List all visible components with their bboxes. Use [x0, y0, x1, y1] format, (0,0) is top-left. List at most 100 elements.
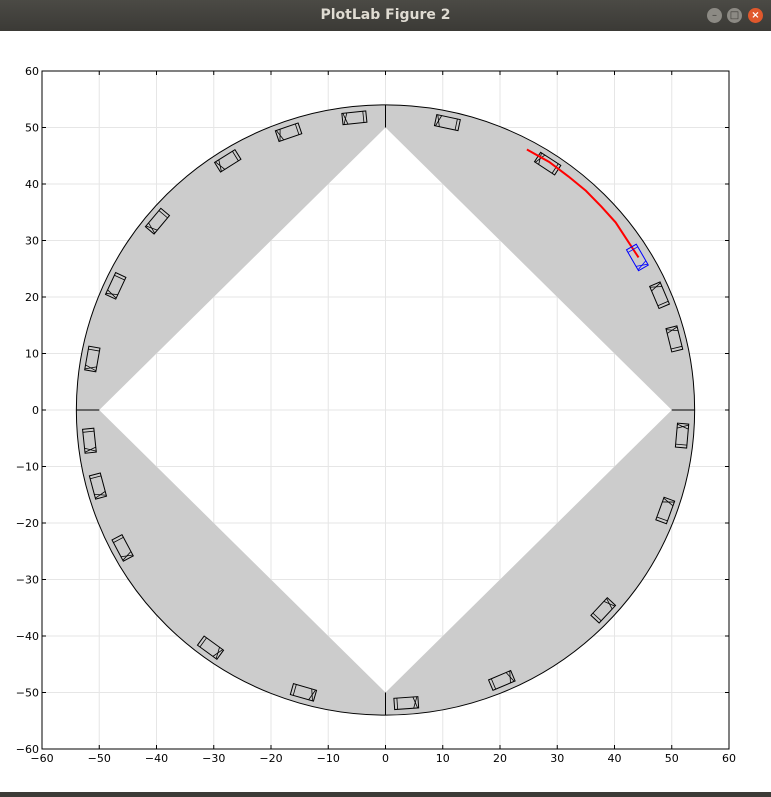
x-tick-label: 40 — [608, 752, 622, 765]
vehicle-mark — [413, 696, 418, 709]
vehicle-mark — [490, 678, 497, 690]
y-tick-label: −60 — [16, 743, 39, 756]
vehicle-mark — [666, 329, 679, 332]
x-tick-label: 0 — [382, 752, 389, 765]
vehicle — [213, 148, 242, 173]
x-tick-label: −60 — [30, 752, 53, 765]
vehicle-body — [213, 148, 242, 173]
vehicle-body — [533, 151, 562, 176]
ego-vehicle-body — [625, 243, 649, 272]
vehicle-mark — [148, 222, 156, 234]
vehicle-body — [393, 696, 420, 711]
vehicle — [590, 597, 617, 624]
y-tick-label: 30 — [25, 235, 39, 248]
vehicle — [487, 669, 516, 691]
vehicle-mark — [551, 163, 559, 174]
y-tick-label: −40 — [16, 630, 39, 643]
vehicle-body — [82, 427, 97, 454]
vehicle-mark — [343, 112, 348, 125]
figure-canvas: −60 −50 −40 −30 −20 −10 0 10 20 30 40 50 60 −60 −50 −40… — [0, 31, 771, 792]
vehicle — [674, 422, 690, 449]
vehicle — [533, 151, 562, 176]
vehicle-mark — [114, 274, 125, 281]
vehicle-mark — [279, 129, 281, 142]
y-tick-label: −10 — [16, 461, 39, 474]
vehicle-body — [590, 597, 617, 624]
vehicle-mark — [675, 443, 687, 446]
ego-vehicle — [625, 243, 649, 272]
vehicle-mark — [292, 684, 297, 696]
vehicle-body — [274, 122, 303, 143]
vehicle-mark — [606, 598, 613, 610]
vehicle-mark — [435, 115, 443, 127]
x-tick-label: −20 — [259, 752, 282, 765]
vehicle — [111, 533, 134, 562]
ego-vehicle-mark — [635, 263, 648, 267]
vehicle-body — [144, 207, 171, 235]
vehicle — [289, 683, 318, 702]
vehicle-mark — [677, 423, 689, 430]
vehicle-mark — [657, 300, 669, 307]
road-ring — [76, 104, 695, 716]
vehicle — [144, 207, 171, 235]
vehicle-mark — [294, 123, 300, 135]
vehicle — [648, 281, 671, 310]
vehicle-mark — [308, 689, 316, 701]
x-tick-label: 10 — [436, 752, 450, 765]
y-tick-label: 20 — [25, 291, 39, 304]
y-tick-label: 60 — [25, 65, 39, 78]
y-tick-label: −50 — [16, 687, 39, 700]
vehicle-mark — [232, 151, 239, 162]
maximize-icon[interactable]: □ — [727, 8, 742, 23]
vehicle-body — [88, 472, 108, 500]
vehicle-mark — [90, 475, 102, 480]
vehicle — [393, 696, 420, 711]
y-tick-label: 0 — [32, 404, 39, 417]
vehicle-mark — [218, 159, 222, 172]
vehicle-mark — [88, 348, 100, 352]
vehicle-mark — [663, 497, 674, 507]
vehicle — [196, 635, 225, 661]
title-bar[interactable]: PlotLab Figure 2 – □ × — [0, 0, 771, 32]
vehicle — [655, 496, 676, 525]
vehicle — [433, 114, 461, 132]
vehicle — [341, 110, 368, 126]
vehicle-mark — [107, 289, 117, 299]
vehicle-body — [487, 669, 516, 691]
vehicle — [104, 271, 127, 300]
vehicle-mark — [656, 516, 668, 522]
vehicle-body — [111, 533, 134, 562]
x-tick-label: −50 — [88, 752, 111, 765]
vehicle — [88, 472, 108, 500]
vehicle-mark — [212, 649, 223, 657]
x-tick-label: 50 — [665, 752, 679, 765]
vehicle-body — [104, 271, 127, 300]
vehicle — [274, 122, 303, 143]
x-tick-label: 60 — [722, 752, 736, 765]
x-tick-label: 20 — [493, 752, 507, 765]
y-tick-label: 40 — [25, 178, 39, 191]
vehicle-mark — [199, 637, 207, 648]
vehicle — [665, 325, 684, 353]
y-tick-label: −30 — [16, 574, 39, 587]
vehicle-body — [341, 110, 368, 126]
plot-area: −60 −50 −40 −30 −20 −10 0 10 20 30 40 50 60 −60 −50 −40… — [16, 65, 736, 765]
x-tick-label: −10 — [317, 752, 340, 765]
close-icon[interactable]: × — [748, 8, 763, 23]
vehicle-mark — [94, 493, 107, 496]
vehicle-body — [84, 345, 101, 373]
vehicle-body — [648, 281, 671, 310]
x-tick-label: −30 — [202, 752, 225, 765]
vehicle-body — [674, 422, 690, 449]
minimize-icon[interactable]: – — [707, 8, 722, 23]
vehicle-mark — [120, 554, 133, 558]
vehicle — [84, 345, 101, 373]
vehicle-body — [196, 635, 225, 661]
y-tick-label: 50 — [25, 122, 39, 135]
road-outer-edge — [75, 104, 696, 716]
vehicle-mark — [396, 698, 399, 710]
vehicle-mark — [650, 286, 663, 288]
vehicle-mark — [85, 364, 97, 372]
y-tick-label: −20 — [16, 517, 39, 530]
